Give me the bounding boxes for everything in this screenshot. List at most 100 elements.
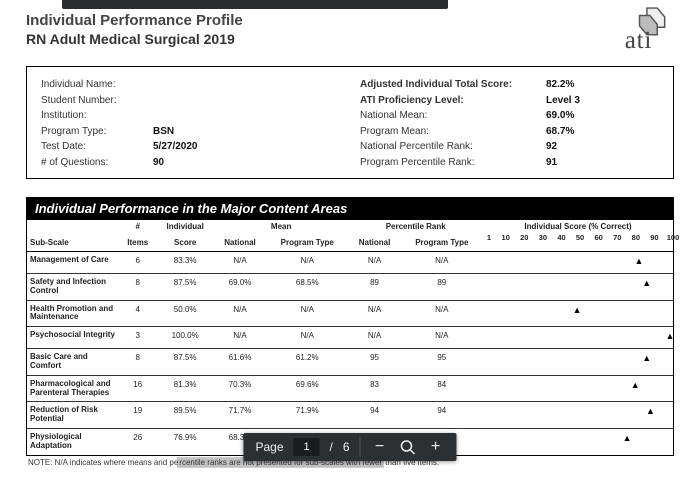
cell-subscale: Pharmacological and Parenteral Therapies (27, 375, 119, 402)
cell-mean-national: 61.6% (214, 349, 266, 376)
cell-subscale: Safety and Infection Control (27, 274, 119, 301)
zoom-reset-icon[interactable] (399, 438, 417, 456)
score-marker-icon: ▲ (623, 433, 632, 443)
cell-pct-program: N/A (401, 327, 483, 349)
cell-items: 6 (119, 252, 156, 274)
col-group-mean: Mean (214, 220, 349, 231)
cell-mean-national: 71.7% (214, 402, 266, 429)
info-label: National Mean: (360, 108, 546, 124)
axis-tick: 90 (650, 233, 658, 242)
info-label: Program Mean: (360, 124, 546, 140)
content-table: # Individual Mean Percentile Rank Indivi… (27, 220, 673, 455)
cell-items: 19 (119, 402, 156, 429)
cell-mean-program: N/A (266, 327, 348, 349)
col-pct-program: Program Type (401, 231, 483, 252)
info-label: Program Type: (41, 124, 153, 140)
cell-chart: ▲ (483, 252, 673, 274)
info-left-col: Individual Name:Student Number:Instituti… (41, 77, 340, 170)
cell-score: 81.3% (156, 375, 213, 402)
header: Individual Performance Profile RN Adult … (26, 12, 674, 60)
cell-mean-program: N/A (266, 252, 348, 274)
info-label: Test Date: (41, 139, 153, 155)
page-title: Individual Performance Profile (26, 12, 674, 29)
info-value: Level 3 (546, 93, 580, 109)
chart-axis: 1102030405060708090100 (486, 233, 670, 247)
page-total: 6 (343, 440, 350, 454)
info-row: Program Type:BSN (41, 124, 340, 140)
cell-pct-program: N/A (401, 300, 483, 327)
axis-tick: 40 (557, 233, 565, 242)
cell-subscale: Reduction of Risk Potential (27, 402, 119, 429)
info-row: Program Percentile Rank:91 (360, 155, 659, 171)
page-sep: / (330, 440, 333, 454)
col-mean-national: National (214, 231, 266, 252)
cell-mean-program: N/A (266, 300, 348, 327)
cell-items: 26 (119, 428, 156, 454)
axis-tick: 80 (632, 233, 640, 242)
axis-tick: 50 (576, 233, 584, 242)
col-group-pctile: Percentile Rank (348, 220, 483, 231)
info-value: 69.0% (546, 108, 574, 124)
cell-subscale: Health Promotion and Maintenance (27, 300, 119, 327)
col-group-chart: Individual Score (% Correct) (483, 220, 673, 231)
info-row: National Percentile Rank:92 (360, 139, 659, 155)
page-input[interactable] (294, 438, 320, 456)
cell-mean-program: 71.9% (266, 402, 348, 429)
cell-subscale: Basic Care and Comfort (27, 349, 119, 376)
cell-items: 3 (119, 327, 156, 349)
cell-chart: ▲ (483, 349, 673, 376)
table-row: Psychosocial Integrity 3 100.0% N/A N/A … (27, 327, 673, 349)
col-group-items: # (119, 220, 156, 231)
document-page: Individual Performance Profile RN Adult … (0, 0, 700, 467)
cell-pct-national: 94 (348, 402, 400, 429)
info-label: Institution: (41, 108, 153, 124)
axis-tick: 10 (502, 233, 510, 242)
info-row: ATI Proficiency Level:Level 3 (360, 93, 659, 109)
ati-logo: ati (604, 4, 678, 58)
col-score: Score (156, 231, 213, 252)
cell-score: 50.0% (156, 300, 213, 327)
axis-tick: 100 (667, 233, 680, 242)
col-mean-program: Program Type (266, 231, 348, 252)
info-row: Program Mean:68.7% (360, 124, 659, 140)
axis-tick: 70 (613, 233, 621, 242)
axis-tick: 30 (539, 233, 547, 242)
cell-pct-national: N/A (348, 252, 400, 274)
cell-mean-national: N/A (214, 300, 266, 327)
cell-pct-program: 84 (401, 375, 483, 402)
axis-tick: 20 (520, 233, 528, 242)
cell-score: 100.0% (156, 327, 213, 349)
browser-tab-overlay (62, 0, 448, 9)
cell-items: 4 (119, 300, 156, 327)
table-row: Health Promotion and Maintenance 4 50.0%… (27, 300, 673, 327)
score-marker-icon: ▲ (573, 305, 582, 315)
cell-subscale: Psychosocial Integrity (27, 327, 119, 349)
axis-tick: 60 (594, 233, 602, 242)
cell-pct-national: 89 (348, 274, 400, 301)
score-marker-icon: ▲ (646, 406, 655, 416)
cell-chart: ▲ (483, 274, 673, 301)
cell-chart: ▲ (483, 300, 673, 327)
zoom-in-icon[interactable]: + (427, 438, 445, 456)
cell-mean-national: N/A (214, 252, 266, 274)
table-row: Reduction of Risk Potential 19 89.5% 71.… (27, 402, 673, 429)
info-value: BSN (153, 124, 174, 140)
table-row: Management of Care 6 83.3% N/A N/A N/A N… (27, 252, 673, 274)
cell-mean-program: 61.2% (266, 349, 348, 376)
info-label: Individual Name: (41, 77, 153, 93)
cell-mean-national: 70.3% (214, 375, 266, 402)
info-value: 68.7% (546, 124, 574, 140)
zoom-out-icon[interactable]: − (371, 438, 389, 456)
cell-chart: ▲ (483, 375, 673, 402)
info-row: Test Date:5/27/2020 (41, 139, 340, 155)
info-value: 92 (546, 139, 557, 155)
page-label: Page (255, 440, 283, 454)
info-value: 5/27/2020 (153, 139, 198, 155)
table-row: Safety and Infection Control 8 87.5% 69.… (27, 274, 673, 301)
cell-chart: ▲ (483, 428, 673, 454)
info-value: 91 (546, 155, 557, 171)
svg-text:ati: ati (625, 27, 652, 54)
cell-pct-program: 94 (401, 402, 483, 429)
col-items: Items (119, 231, 156, 252)
cell-score: 87.5% (156, 349, 213, 376)
